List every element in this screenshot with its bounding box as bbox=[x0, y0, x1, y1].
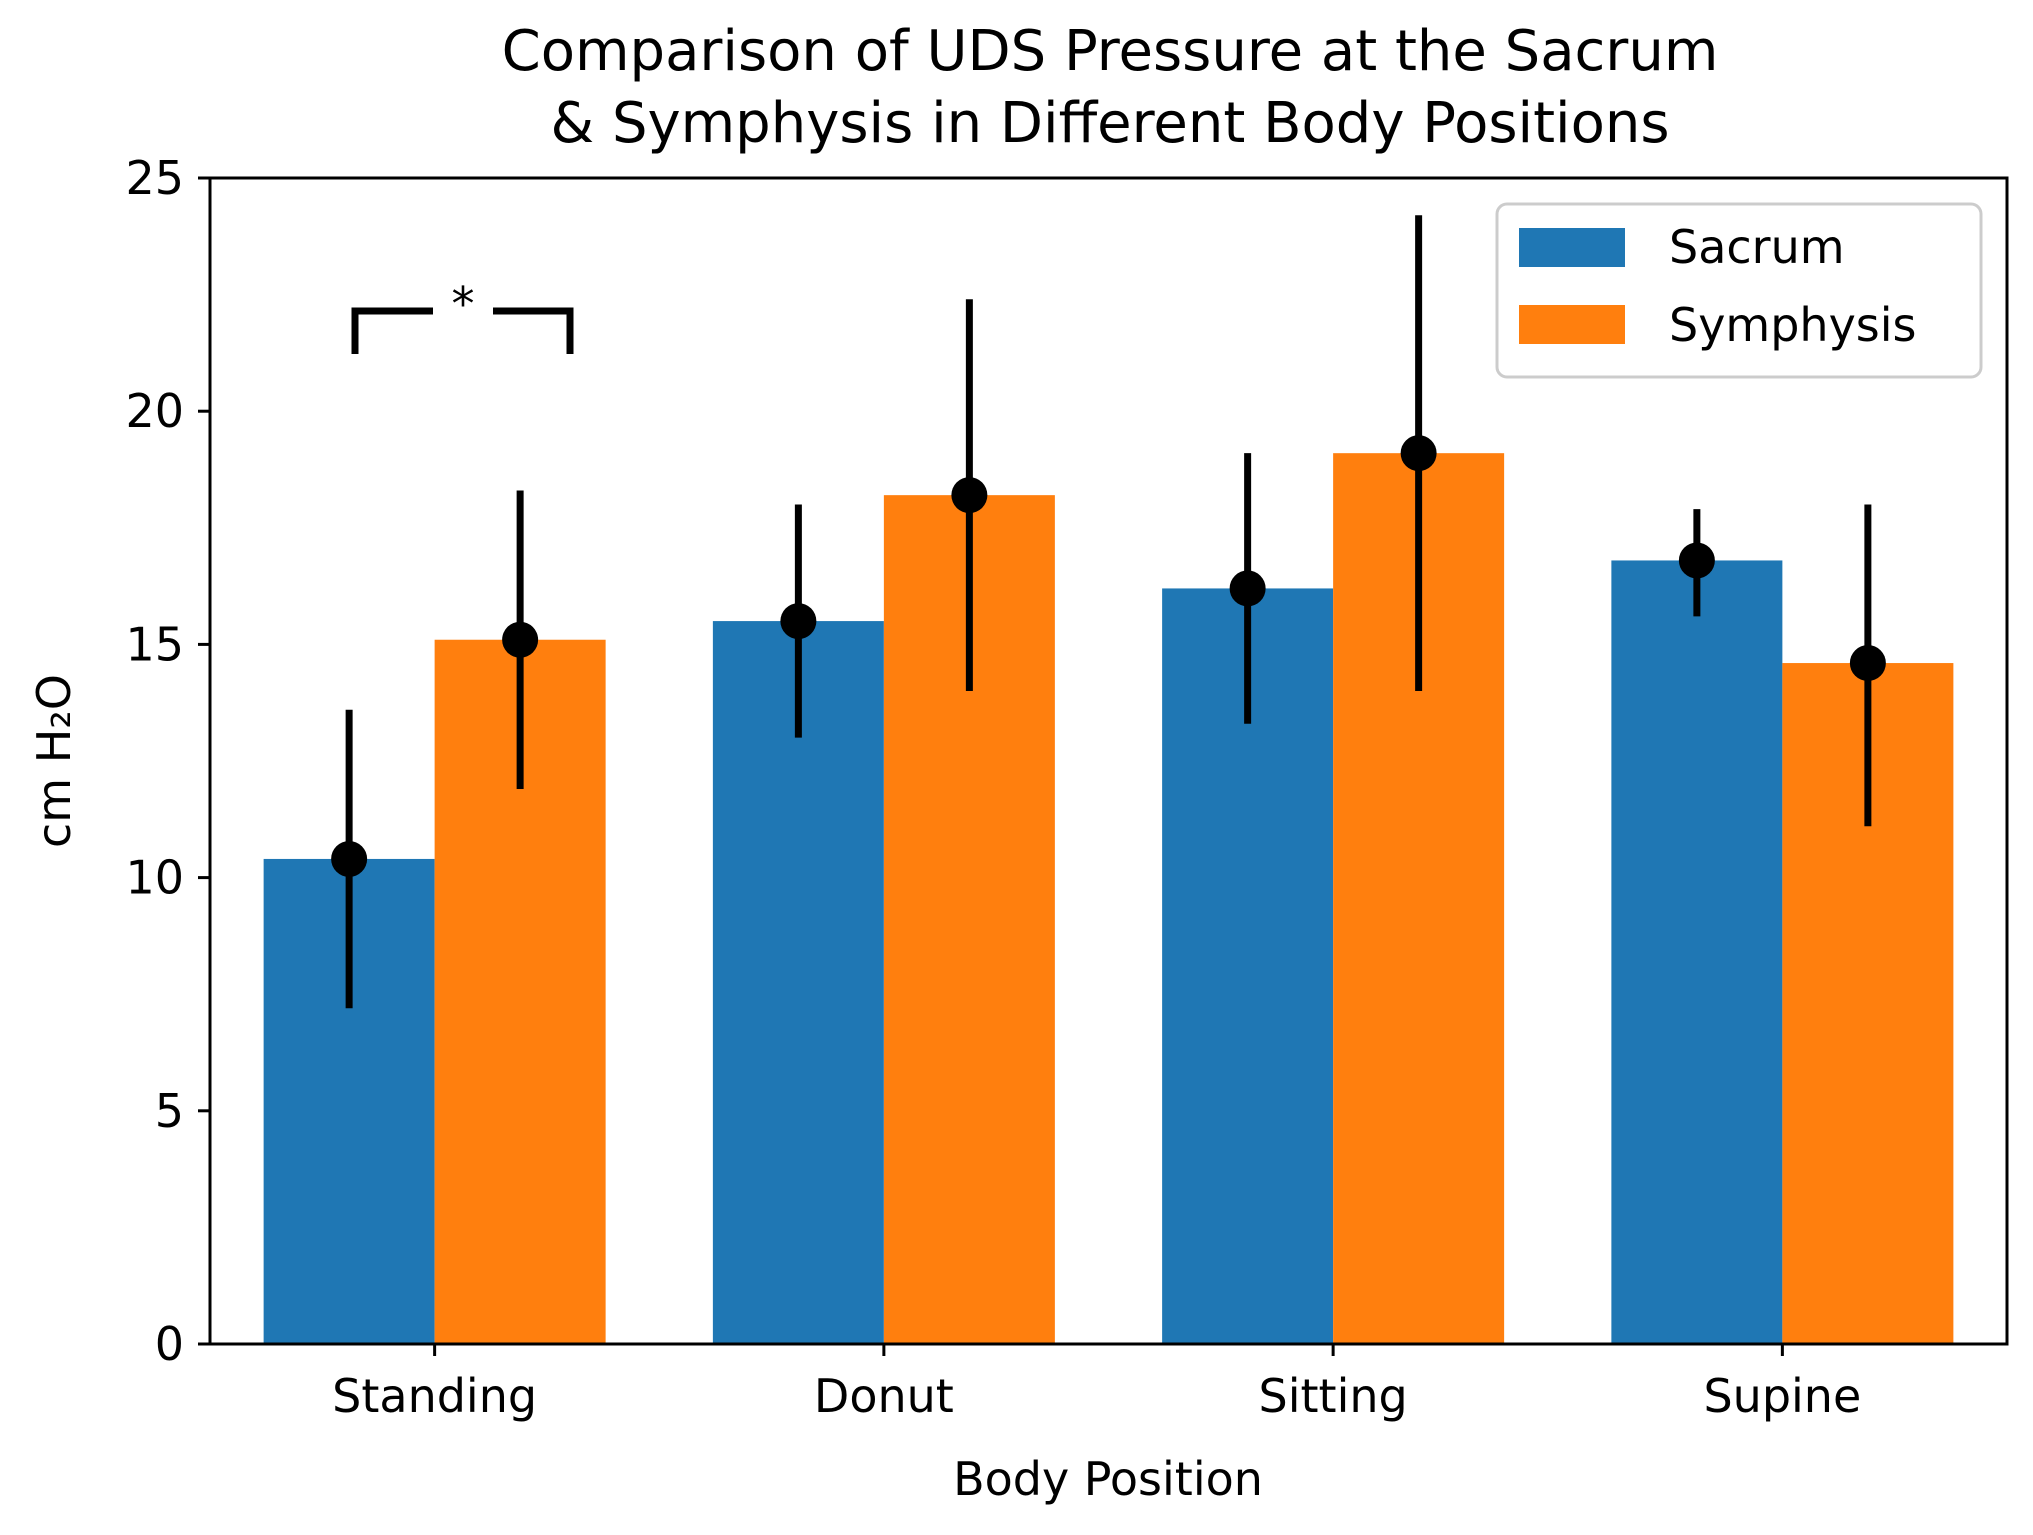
mean-marker-symphysis-supine bbox=[1849, 645, 1886, 682]
legend: Sacrum Symphysis bbox=[1495, 202, 1983, 379]
bar-sacrum-donut bbox=[712, 621, 884, 1344]
y-tick-label-10: 10 bbox=[125, 851, 184, 905]
mean-marker-symphysis-standing bbox=[502, 621, 539, 658]
x-axis: Standing Donut Sitting Supine bbox=[332, 1344, 1861, 1423]
x-tick-label-supine: Supine bbox=[1703, 1369, 1861, 1423]
y-tick-label-0: 0 bbox=[155, 1317, 184, 1371]
legend-label-sacrum: Sacrum bbox=[1669, 220, 1845, 274]
y-axis-label: cm H₂O bbox=[27, 674, 81, 848]
x-tick-label-sitting: Sitting bbox=[1259, 1369, 1408, 1423]
legend-swatch-sacrum bbox=[1519, 228, 1625, 267]
plot-frame bbox=[208, 176, 2009, 1346]
significance-star: * bbox=[452, 277, 475, 331]
significance-bracket-right bbox=[493, 307, 574, 354]
y-tick-label-20: 20 bbox=[125, 384, 184, 438]
x-tick-label-donut: Donut bbox=[814, 1369, 954, 1423]
legend-swatch-symphysis bbox=[1519, 305, 1625, 344]
mean-marker-sacrum-donut bbox=[780, 603, 817, 640]
bar-sacrum-supine bbox=[1611, 560, 1783, 1344]
significance-bracket: * bbox=[351, 277, 574, 354]
chart-title-line-1: Comparison of UDS Pressure at the Sacrum bbox=[502, 19, 1719, 84]
significance-bracket-left bbox=[351, 307, 433, 354]
x-axis-label: Body Position bbox=[953, 1452, 1263, 1506]
mean-marker-sacrum-supine bbox=[1678, 542, 1715, 579]
x-tick-label-standing: Standing bbox=[332, 1369, 537, 1423]
y-tick-label-5: 5 bbox=[155, 1084, 184, 1138]
legend-label-symphysis: Symphysis bbox=[1669, 298, 1917, 352]
error-bars-layer bbox=[331, 215, 1886, 1009]
mean-marker-symphysis-donut bbox=[951, 477, 988, 514]
y-tick-label-15: 15 bbox=[125, 617, 184, 671]
mean-marker-symphysis-sitting bbox=[1400, 435, 1437, 472]
y-tick-label-25: 25 bbox=[125, 151, 184, 205]
mean-marker-sacrum-sitting bbox=[1229, 570, 1266, 607]
mean-marker-sacrum-standing bbox=[331, 840, 368, 877]
y-axis: 0 5 10 15 20 25 bbox=[125, 151, 210, 1371]
chart-title-line-2: & Symphysis in Different Body Positions bbox=[550, 91, 1669, 156]
